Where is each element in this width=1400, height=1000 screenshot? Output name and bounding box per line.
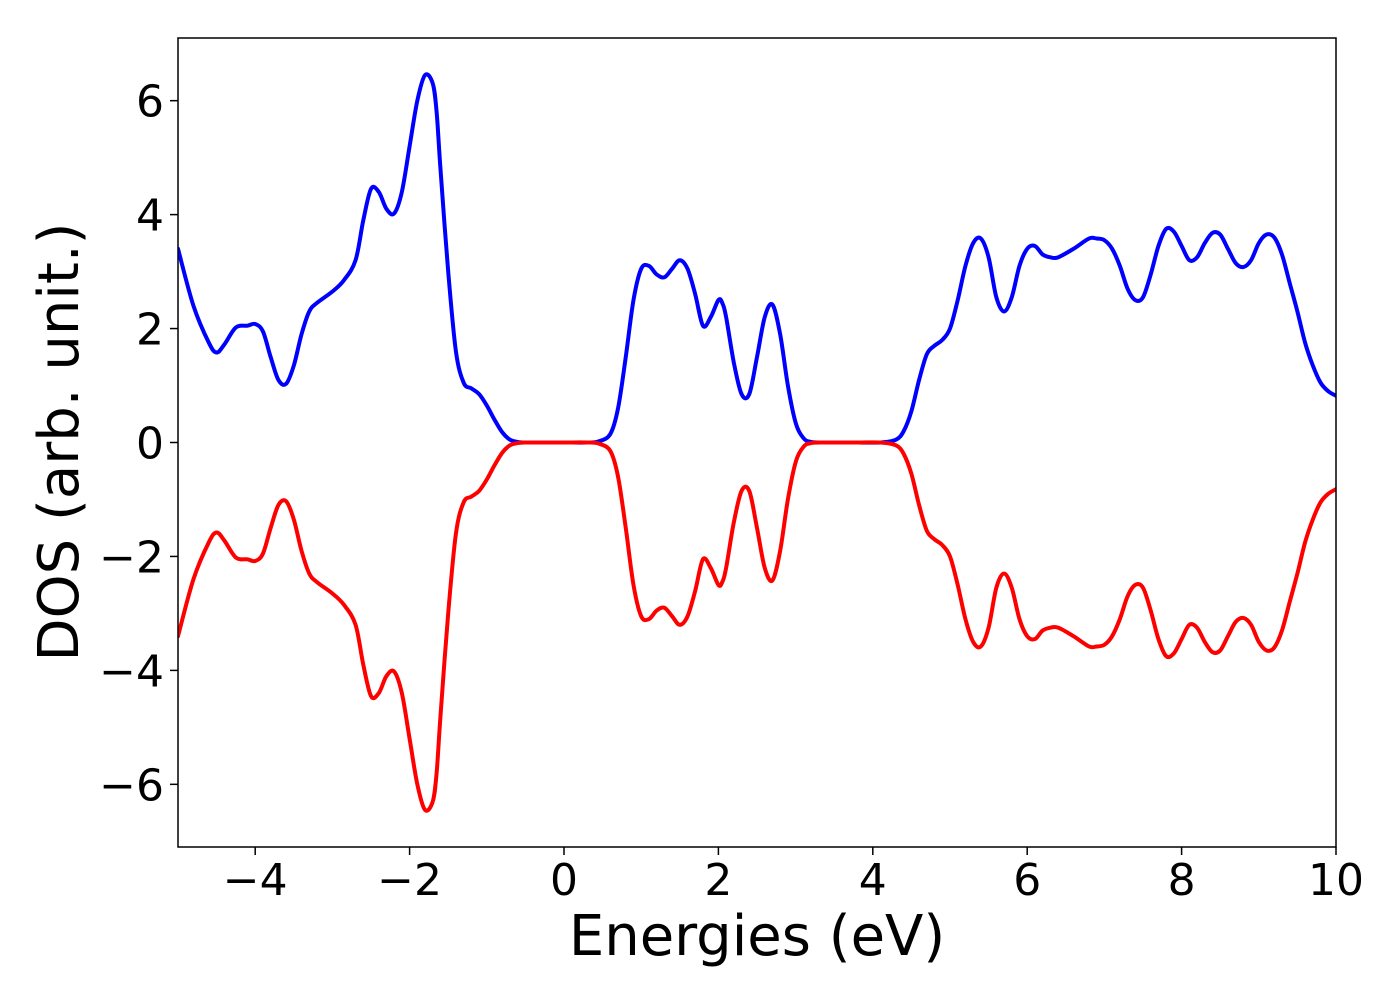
- plot-frame: [177, 37, 1337, 848]
- series-layer: [178, 72, 1336, 813]
- y-tick-label: 2: [136, 305, 164, 356]
- x-tick-label: 4: [859, 855, 887, 906]
- series-line-1: [178, 440, 1336, 813]
- y-tick-label: 4: [136, 191, 164, 242]
- x-tick-label: 2: [704, 855, 732, 906]
- y-tick-label: −4: [99, 646, 164, 697]
- x-axis-title: Energies (eV): [569, 904, 945, 969]
- x-tick-label: 0: [550, 855, 578, 906]
- x-tick-label: 8: [1168, 855, 1196, 906]
- y-tick-label: −2: [99, 532, 164, 583]
- x-tick-label: 6: [1013, 855, 1041, 906]
- y-tick-label: 0: [136, 419, 164, 470]
- y-axis-title: DOS (arb. unit.): [27, 222, 92, 661]
- y-axis: −6 −4 −2 0 2 4 6: [99, 77, 178, 811]
- y-tick-label: 6: [136, 77, 164, 128]
- x-axis: −4 −2 0 2 4 6 8 10: [223, 847, 1364, 906]
- x-tick-label: −4: [223, 855, 288, 906]
- series-line-0: [178, 72, 1336, 445]
- y-tick-label: −6: [99, 760, 164, 811]
- x-tick-label: −2: [377, 855, 442, 906]
- x-tick-label: 10: [1308, 855, 1364, 906]
